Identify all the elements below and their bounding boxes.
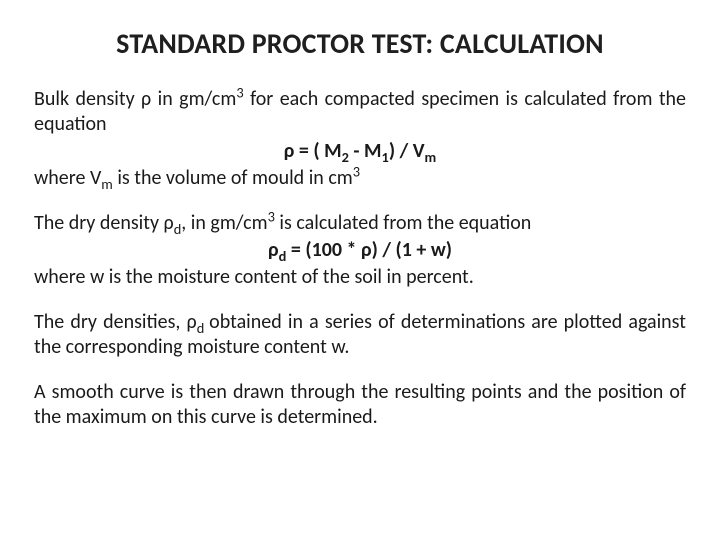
f1-a: ρ = ( M [284, 139, 342, 163]
p1-where-b: is the volume of mould in cm [113, 166, 353, 190]
paragraph-2: The dry density ρd, in gm/cm3 is calcula… [34, 211, 686, 290]
paragraph-1: Bulk density ρ in gm/cm3 for each compac… [34, 87, 686, 191]
p1-text-a: Bulk density ρ in gm/cm [34, 87, 236, 111]
slide-title: STANDARD PROCTOR TEST: CALCULATION [34, 26, 686, 61]
f2-b: = (100 * ρ) / (1 + w) [286, 238, 452, 262]
paragraph-3: The dry densities, ρd obtained in a seri… [34, 310, 686, 360]
f1-subm: m [425, 148, 437, 166]
f1-sub2: 2 [342, 148, 349, 166]
slide-content: STANDARD PROCTOR TEST: CALCULATION Bulk … [0, 0, 720, 540]
p3-a: The dry densities, ρ [34, 310, 197, 334]
p2-b: , in gm/cm [181, 211, 267, 235]
title-text: STANDARD PROCTOR TEST: CALCULATION [116, 26, 604, 61]
p1-where-sup3: 3 [353, 162, 360, 180]
p2-a: The dry density ρ [34, 211, 174, 235]
p2-sup3: 3 [268, 207, 275, 225]
f2-a: ρ [268, 238, 279, 262]
formula-bulk-density: ρ = ( M2 - M1) / Vm [34, 139, 686, 164]
p1-where-a: where V [34, 166, 101, 190]
p2-lead: The dry density ρd, in gm/cm3 is calcula… [34, 211, 531, 235]
f1-c: ) / V [389, 139, 425, 163]
p1-lead: Bulk density ρ in gm/cm3 for each compac… [34, 87, 686, 136]
p2-c: is calculated from the equation [275, 211, 531, 235]
formula-dry-density: ρd = (100 * ρ) / (1 + w) [34, 238, 686, 263]
f1-sub1: 1 [382, 148, 389, 166]
p2-where: where w is the moisture content of the s… [34, 265, 474, 289]
p1-where: where Vm is the volume of mould in cm3 [34, 166, 360, 190]
paragraph-4: A smooth curve is then drawn through the… [34, 380, 686, 430]
f1-b: - M [349, 139, 382, 163]
p1-sup-cm3: 3 [236, 83, 243, 101]
p1-where-subm: m [101, 175, 113, 193]
